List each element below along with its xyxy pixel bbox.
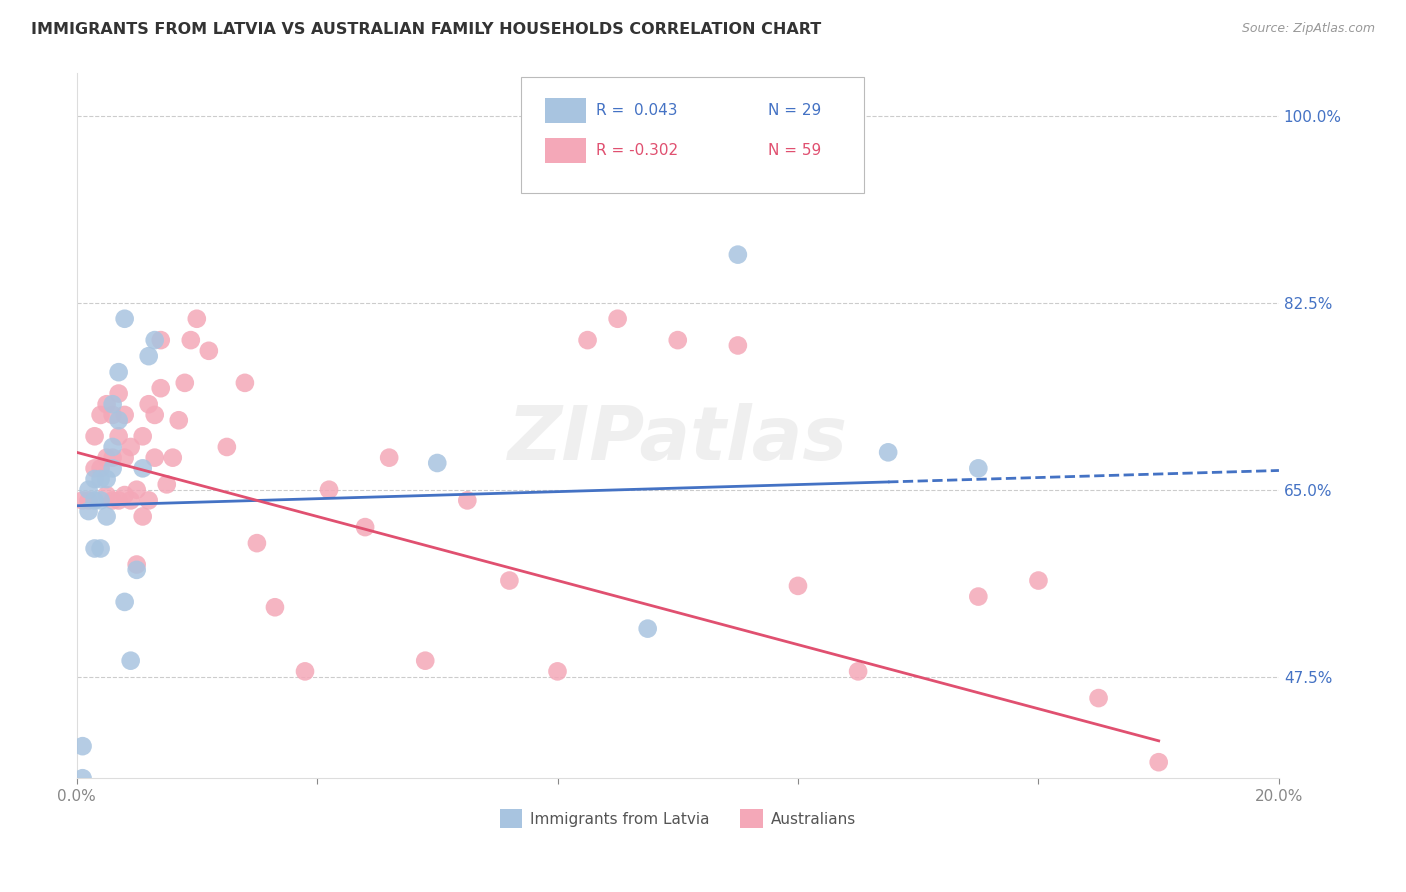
Point xyxy=(727,247,749,261)
Point xyxy=(96,472,118,486)
Point xyxy=(131,429,153,443)
Point xyxy=(138,349,160,363)
Point xyxy=(83,472,105,486)
Text: ZIPatlas: ZIPatlas xyxy=(508,403,848,476)
Point xyxy=(125,563,148,577)
Point xyxy=(198,343,221,358)
Point xyxy=(547,665,569,679)
Point xyxy=(77,483,100,497)
Point xyxy=(186,311,208,326)
Point xyxy=(167,413,190,427)
Point xyxy=(83,429,105,443)
Point xyxy=(90,493,112,508)
Point xyxy=(246,536,269,550)
FancyBboxPatch shape xyxy=(546,97,586,123)
FancyBboxPatch shape xyxy=(546,138,586,163)
Point xyxy=(264,600,287,615)
Point xyxy=(637,622,659,636)
Point xyxy=(96,488,118,502)
Text: R =  0.043: R = 0.043 xyxy=(596,103,678,118)
Point xyxy=(131,509,153,524)
Point xyxy=(107,429,129,443)
Point xyxy=(107,365,129,379)
Point xyxy=(131,461,153,475)
Point xyxy=(877,445,900,459)
Text: IMMIGRANTS FROM LATVIA VS AUSTRALIAN FAMILY HOUSEHOLDS CORRELATION CHART: IMMIGRANTS FROM LATVIA VS AUSTRALIAN FAM… xyxy=(31,22,821,37)
Point xyxy=(666,333,689,347)
Point xyxy=(114,450,136,465)
Point xyxy=(83,493,105,508)
Point xyxy=(294,665,316,679)
Legend: Immigrants from Latvia, Australians: Immigrants from Latvia, Australians xyxy=(494,803,862,834)
Point xyxy=(114,595,136,609)
Point xyxy=(787,579,810,593)
Point xyxy=(967,461,990,475)
Point xyxy=(125,483,148,497)
Point xyxy=(1087,691,1109,706)
Point xyxy=(114,311,136,326)
Point xyxy=(83,461,105,475)
Point xyxy=(101,493,124,508)
Point xyxy=(77,504,100,518)
Point xyxy=(107,413,129,427)
Point xyxy=(83,541,105,556)
Point xyxy=(1028,574,1050,588)
Point xyxy=(318,483,340,497)
Point xyxy=(727,338,749,352)
Point xyxy=(72,771,94,785)
Point xyxy=(413,654,436,668)
Point xyxy=(498,574,520,588)
Point xyxy=(72,493,94,508)
Point xyxy=(606,311,628,326)
Point xyxy=(149,381,172,395)
Point xyxy=(426,456,449,470)
Point xyxy=(1147,755,1170,769)
Point xyxy=(233,376,256,390)
Point xyxy=(173,376,195,390)
Text: N = 59: N = 59 xyxy=(768,143,821,158)
Point xyxy=(77,493,100,508)
Point xyxy=(120,493,142,508)
Point xyxy=(90,472,112,486)
Point xyxy=(101,440,124,454)
Point xyxy=(215,440,238,454)
Point xyxy=(967,590,990,604)
Text: N = 29: N = 29 xyxy=(768,103,821,118)
Point xyxy=(90,541,112,556)
Point xyxy=(378,450,401,465)
Point xyxy=(138,397,160,411)
Point xyxy=(90,408,112,422)
Point xyxy=(456,493,478,508)
Point xyxy=(72,739,94,754)
Point xyxy=(114,488,136,502)
Point xyxy=(138,493,160,508)
Point xyxy=(101,461,124,475)
Point xyxy=(96,509,118,524)
Point xyxy=(107,386,129,401)
Point xyxy=(120,440,142,454)
Point xyxy=(576,333,599,347)
Point xyxy=(143,408,166,422)
Text: R = -0.302: R = -0.302 xyxy=(596,143,678,158)
Point xyxy=(143,450,166,465)
Point xyxy=(180,333,202,347)
Point xyxy=(162,450,184,465)
Point xyxy=(143,333,166,347)
Point xyxy=(125,558,148,572)
Point xyxy=(96,450,118,465)
Point xyxy=(114,408,136,422)
FancyBboxPatch shape xyxy=(522,77,865,193)
Point xyxy=(846,665,869,679)
Point xyxy=(120,654,142,668)
Point xyxy=(101,397,124,411)
Point xyxy=(101,408,124,422)
Point xyxy=(101,450,124,465)
Point xyxy=(107,493,129,508)
Point xyxy=(354,520,377,534)
Point xyxy=(149,333,172,347)
Point xyxy=(90,461,112,475)
Text: Source: ZipAtlas.com: Source: ZipAtlas.com xyxy=(1241,22,1375,36)
Point xyxy=(156,477,179,491)
Point xyxy=(96,397,118,411)
